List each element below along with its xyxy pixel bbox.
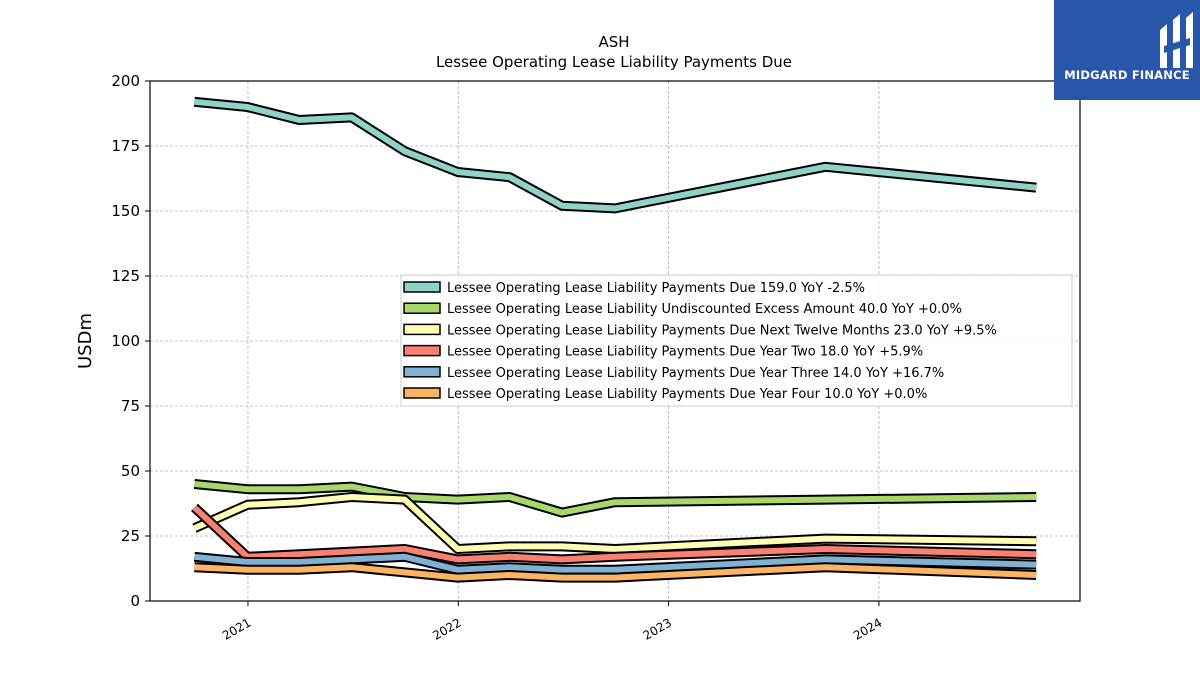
y-tick-label: 0 [130, 592, 140, 610]
y-tick-label: 75 [121, 397, 140, 415]
chart-subtitle: Lessee Operating Lease Liability Payment… [436, 53, 792, 71]
series-lines [190, 96, 1037, 583]
series-line-5 [194, 553, 1037, 573]
brand-mark-icon [1160, 12, 1193, 68]
legend-label: Lessee Operating Lease Liability Undisco… [447, 302, 962, 317]
legend-label: Lessee Operating Lease Liability Payment… [447, 366, 944, 381]
y-tick-label: 175 [111, 137, 140, 155]
legend-swatch [403, 366, 441, 378]
y-tick-label: 200 [111, 72, 140, 90]
legend-swatch [403, 281, 441, 293]
y-axis-label: USDm [75, 313, 96, 369]
x-axis: 2021 2022 2023 2024 [220, 601, 884, 643]
legend-label: Lessee Operating Lease Liability Payment… [447, 387, 927, 402]
y-tick-label: 50 [121, 462, 140, 480]
series-line-1 [194, 98, 1037, 212]
x-tick-label: 2022 [430, 615, 463, 642]
series-line-4 [192, 505, 1037, 563]
y-tick-label: 100 [111, 332, 140, 350]
brand-logo: MIDGARD FINANCE [1054, 0, 1200, 100]
y-axis: 0 25 50 75 100 125 150 175 200 [111, 72, 150, 610]
y-tick-label: 150 [111, 202, 140, 220]
series-line-6 [194, 564, 1037, 581]
legend-label: Lessee Operating Lease Liability Payment… [447, 345, 923, 360]
brand-name: MIDGARD FINANCE [1064, 68, 1190, 82]
x-tick-label: 2024 [851, 615, 884, 642]
x-tick-label: 2021 [220, 615, 253, 642]
series-line-2 [194, 481, 1037, 516]
legend-label: Lessee Operating Lease Liability Payment… [447, 281, 865, 296]
chart-title: ASH [598, 33, 629, 51]
x-tick-label: 2023 [641, 615, 674, 642]
y-tick-label: 25 [121, 527, 140, 545]
legend-box [400, 274, 1073, 407]
y-tick-label: 125 [111, 267, 140, 285]
legend-swatch [403, 344, 441, 357]
legend-swatch [403, 302, 441, 314]
legend-swatch [403, 323, 441, 336]
legend: Lessee Operating Lease Liability Payment… [400, 274, 1073, 407]
legend-swatch [403, 387, 441, 399]
legend-label: Lessee Operating Lease Liability Payment… [447, 323, 997, 338]
series-line-3 [193, 494, 1037, 552]
